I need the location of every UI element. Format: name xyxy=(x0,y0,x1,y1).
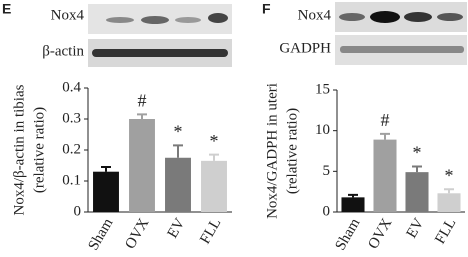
band xyxy=(175,17,201,23)
y-axis-label: Nox4/β-actin in tibias xyxy=(11,84,27,215)
bar xyxy=(165,157,191,212)
blot-label: GADPH xyxy=(279,40,331,56)
blot-label: β-actin xyxy=(42,43,84,59)
band xyxy=(92,49,228,57)
y-tick-label: 0.3 xyxy=(62,110,81,126)
y-tick-label: 10 xyxy=(315,122,330,138)
error-bar xyxy=(101,166,111,172)
bar xyxy=(341,197,365,212)
x-tick-label: OVX xyxy=(365,216,395,252)
significance-label: # xyxy=(138,90,147,110)
significance-label: # xyxy=(381,110,390,130)
band xyxy=(141,16,169,24)
y-tick-label: 0.1 xyxy=(62,172,81,188)
y-tick-label: 0.2 xyxy=(62,141,81,157)
panel-label: F xyxy=(262,1,271,17)
bar xyxy=(373,139,397,212)
y-tick-label: 0 xyxy=(74,203,82,219)
y-tick-label: 5 xyxy=(323,163,331,179)
y-axis-label: (relative ratio) xyxy=(284,108,300,194)
significance-label: * xyxy=(413,143,422,163)
blots xyxy=(88,2,467,67)
x-tick-label: FLL xyxy=(432,216,459,247)
error-bar xyxy=(348,193,358,198)
error-bar xyxy=(380,132,390,140)
x-tick-label: Sham xyxy=(332,215,363,253)
x-tick-label: Sham xyxy=(85,215,116,253)
x-tick-label: OVX xyxy=(122,216,152,252)
band xyxy=(339,13,365,21)
y-tick-label: 15 xyxy=(315,81,330,97)
y-tick-label: 0 xyxy=(323,203,331,219)
band xyxy=(208,13,228,23)
error-bar xyxy=(137,113,147,119)
significance-label: * xyxy=(210,131,219,151)
bar xyxy=(129,119,155,212)
blot-label: Nox4 xyxy=(298,7,332,23)
bar xyxy=(93,171,119,212)
significance-label: * xyxy=(174,121,183,141)
band xyxy=(370,11,400,23)
error-bar xyxy=(209,153,219,161)
band xyxy=(437,13,463,21)
y-axis-label: Nox4/GADPH in uteri xyxy=(264,83,280,219)
error-bar xyxy=(173,144,183,158)
panel-label: E xyxy=(2,1,11,17)
error-bar xyxy=(444,188,454,194)
x-tick-label: EV xyxy=(404,216,428,241)
error-bar xyxy=(412,165,422,173)
band xyxy=(340,46,464,53)
y-axis-label: (relative ratio) xyxy=(31,107,47,193)
x-tick-label: EV xyxy=(165,216,189,241)
significance-label: * xyxy=(445,165,454,185)
bar xyxy=(405,172,429,212)
bar xyxy=(201,160,227,212)
bar xyxy=(437,193,461,212)
x-tick-label: FLL xyxy=(197,216,224,247)
band xyxy=(106,17,134,23)
y-tick-label: 0.4 xyxy=(62,79,81,95)
blot-label: Nox4 xyxy=(51,7,85,23)
band xyxy=(404,12,432,22)
